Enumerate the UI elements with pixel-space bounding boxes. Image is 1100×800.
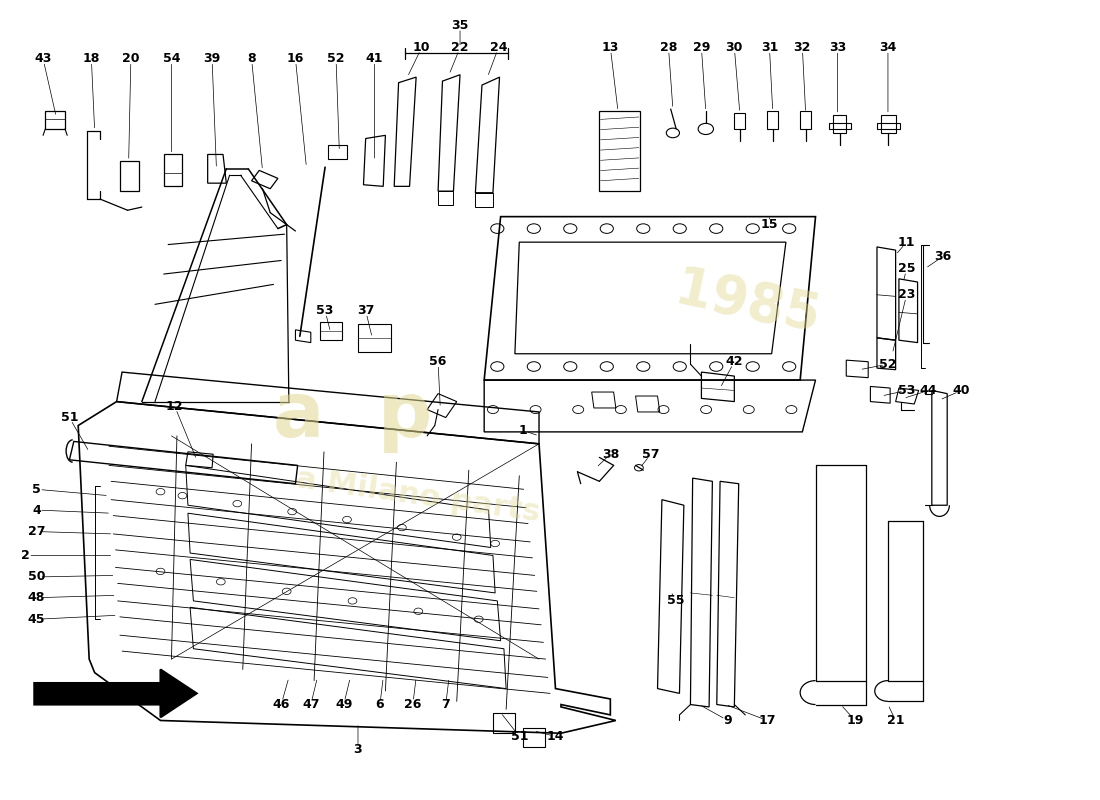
Text: 33: 33 <box>828 41 846 54</box>
Text: 42: 42 <box>726 355 744 368</box>
Text: a  p: a p <box>273 379 432 453</box>
Text: 1: 1 <box>518 424 527 437</box>
Text: 37: 37 <box>358 304 374 318</box>
Text: 49: 49 <box>336 698 352 711</box>
Text: 44: 44 <box>920 384 937 397</box>
Text: 32: 32 <box>794 41 811 54</box>
Text: 39: 39 <box>204 52 221 66</box>
Text: 27: 27 <box>28 525 45 538</box>
Text: 24: 24 <box>490 41 507 54</box>
Text: 52: 52 <box>328 52 344 66</box>
Text: 51: 51 <box>510 730 528 743</box>
Text: 22: 22 <box>451 41 469 54</box>
Text: 38: 38 <box>602 448 619 461</box>
Text: 53: 53 <box>317 304 333 318</box>
Text: 8: 8 <box>248 52 256 66</box>
Text: 30: 30 <box>726 41 742 54</box>
Text: 54: 54 <box>163 52 180 66</box>
Text: 51: 51 <box>60 411 78 424</box>
Text: 2: 2 <box>21 549 30 562</box>
Text: 25: 25 <box>898 262 915 275</box>
Text: 46: 46 <box>273 698 290 711</box>
Text: 50: 50 <box>28 570 45 583</box>
Text: 29: 29 <box>693 41 711 54</box>
Text: 23: 23 <box>898 288 915 302</box>
Text: 15: 15 <box>761 218 778 231</box>
Text: 57: 57 <box>642 448 660 461</box>
Text: 10: 10 <box>412 41 430 54</box>
Text: 11: 11 <box>898 236 915 249</box>
Text: 13: 13 <box>602 41 619 54</box>
Text: 12: 12 <box>166 400 184 413</box>
Text: 47: 47 <box>302 698 320 711</box>
Text: a Milano parts: a Milano parts <box>295 464 542 527</box>
Text: 19: 19 <box>846 714 864 727</box>
Text: 4: 4 <box>32 503 41 517</box>
Text: 9: 9 <box>724 714 733 727</box>
Text: 17: 17 <box>759 714 775 727</box>
Text: 3: 3 <box>354 742 362 756</box>
Text: 35: 35 <box>451 19 469 32</box>
Text: 55: 55 <box>668 594 685 607</box>
Text: 40: 40 <box>953 384 970 397</box>
Text: 43: 43 <box>34 52 52 66</box>
Text: 7: 7 <box>441 698 450 711</box>
Text: 18: 18 <box>82 52 100 66</box>
Text: 5: 5 <box>32 482 41 496</box>
Text: 21: 21 <box>887 714 904 727</box>
Text: 53: 53 <box>898 384 915 397</box>
Text: 34: 34 <box>879 41 896 54</box>
Text: 52: 52 <box>879 358 896 370</box>
Text: 26: 26 <box>404 698 421 711</box>
Text: 56: 56 <box>429 355 447 368</box>
Text: 16: 16 <box>287 52 304 66</box>
Text: 6: 6 <box>375 698 384 711</box>
Text: 14: 14 <box>547 730 564 743</box>
Text: 36: 36 <box>934 250 952 263</box>
Polygon shape <box>34 670 197 718</box>
Text: 20: 20 <box>122 52 140 66</box>
Text: 41: 41 <box>365 52 383 66</box>
Text: 48: 48 <box>28 591 45 604</box>
Text: 28: 28 <box>660 41 678 54</box>
Text: 31: 31 <box>761 41 778 54</box>
Text: 1985: 1985 <box>670 264 825 345</box>
Text: 45: 45 <box>28 613 45 626</box>
